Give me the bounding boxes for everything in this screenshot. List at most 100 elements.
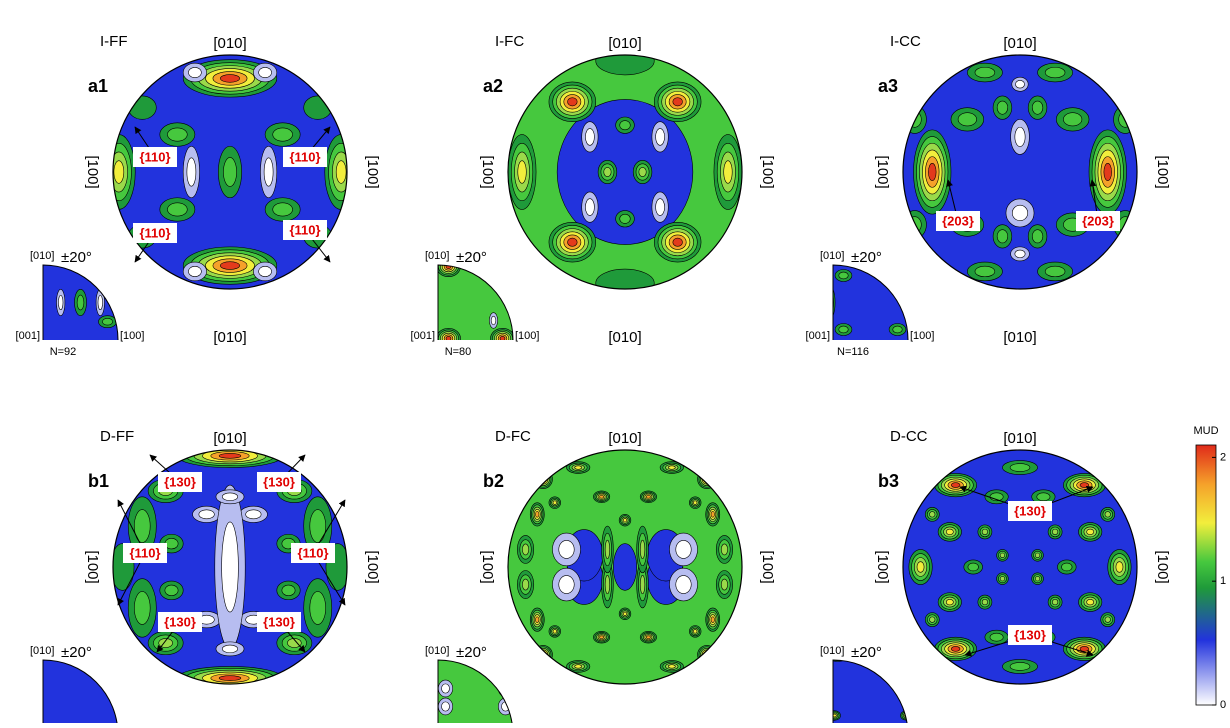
contour [496,261,509,272]
inset-label: [010] [30,645,54,657]
contour [815,691,824,705]
contour [492,258,512,275]
contour [958,113,977,126]
contour [900,653,908,657]
inset-label: ±20° [456,644,487,661]
contour [820,291,830,314]
contour [264,158,273,186]
contour [951,646,960,651]
contour [1104,163,1112,180]
annotation: {130} [1014,503,1046,518]
colorbar-tick-label: 2 [1220,451,1226,463]
contour [613,544,636,591]
contour [559,540,574,558]
axis-label: [100] [1154,550,1171,583]
contour [121,668,129,685]
axis-label: [100] [874,155,891,188]
inset-label: ±20° [851,249,882,266]
contour [222,522,239,612]
contour [1052,599,1058,605]
contour [1012,205,1027,220]
contour [673,98,683,106]
contour [822,295,829,311]
contour [114,161,124,184]
inset-label: [010] [425,250,449,262]
axis-label: [100] [874,550,891,583]
contour [724,161,732,184]
contour [1052,529,1058,535]
inset-label: N=92 [50,346,77,358]
contour [909,288,922,317]
contour [605,575,610,593]
pole-figure-panel: D-CCb3[010][010][100][100][010]±20°[001]… [806,428,1172,723]
contour [908,217,921,233]
axis-label: [010] [213,35,246,52]
inset-label: [001] [411,330,435,342]
contour [824,298,828,307]
contour [98,295,103,310]
panel-id: b3 [878,471,899,491]
contour [31,668,39,685]
contour [17,288,30,317]
group-label: I-FC [495,33,524,50]
contour [889,270,906,282]
contour [721,544,727,555]
contour [894,650,912,660]
contour [656,129,665,146]
inset-label: ±20° [851,644,882,661]
contour [419,292,427,313]
contour [646,495,650,498]
contour [442,702,450,711]
pole-figure [903,450,1137,684]
annotation: {130} [1014,627,1046,642]
contour [676,576,691,594]
contour [982,529,988,535]
group-label: D-FF [100,428,134,445]
contour [1032,101,1043,114]
contour [912,295,919,311]
contour [446,336,451,340]
contour [167,128,187,141]
panel-id: b2 [483,471,504,491]
contour [646,636,650,639]
contour [1037,493,1050,501]
annotation: {110} [289,149,320,164]
axis-label: [100] [479,155,496,188]
contour [1000,576,1005,581]
contour [1045,266,1065,277]
contour [259,67,272,77]
contour [1035,553,1040,558]
contour [310,591,326,624]
inset-label: ±20° [61,249,92,266]
panel-id: b1 [88,471,109,491]
contour [893,650,915,662]
contour [929,512,935,518]
contour [1000,553,1005,558]
colorbar-tick-label: 1 [1220,575,1226,587]
contour [491,316,496,325]
contour [917,562,924,573]
axis-label: [100] [84,155,101,188]
contour [839,326,848,333]
contour [76,349,86,353]
contour [1063,113,1082,126]
contour [553,501,557,505]
contour [585,129,594,146]
contour [220,262,239,270]
contour [817,284,833,320]
contour [918,693,924,703]
axis-label: [010] [608,35,641,52]
axis-label: [100] [84,550,101,583]
inset [816,265,925,358]
inset-label: [010] [425,645,449,657]
contour [1105,512,1111,518]
pole-figure [508,47,742,297]
contour [816,693,822,703]
contour [880,349,898,359]
pole-figure [111,444,350,690]
contour [28,704,42,724]
contour [58,295,63,310]
contour [131,288,144,317]
contour [997,101,1008,114]
pole-figure-panel: I-CCa3[010][010][100][100][010]±20°[001]… [806,33,1172,358]
